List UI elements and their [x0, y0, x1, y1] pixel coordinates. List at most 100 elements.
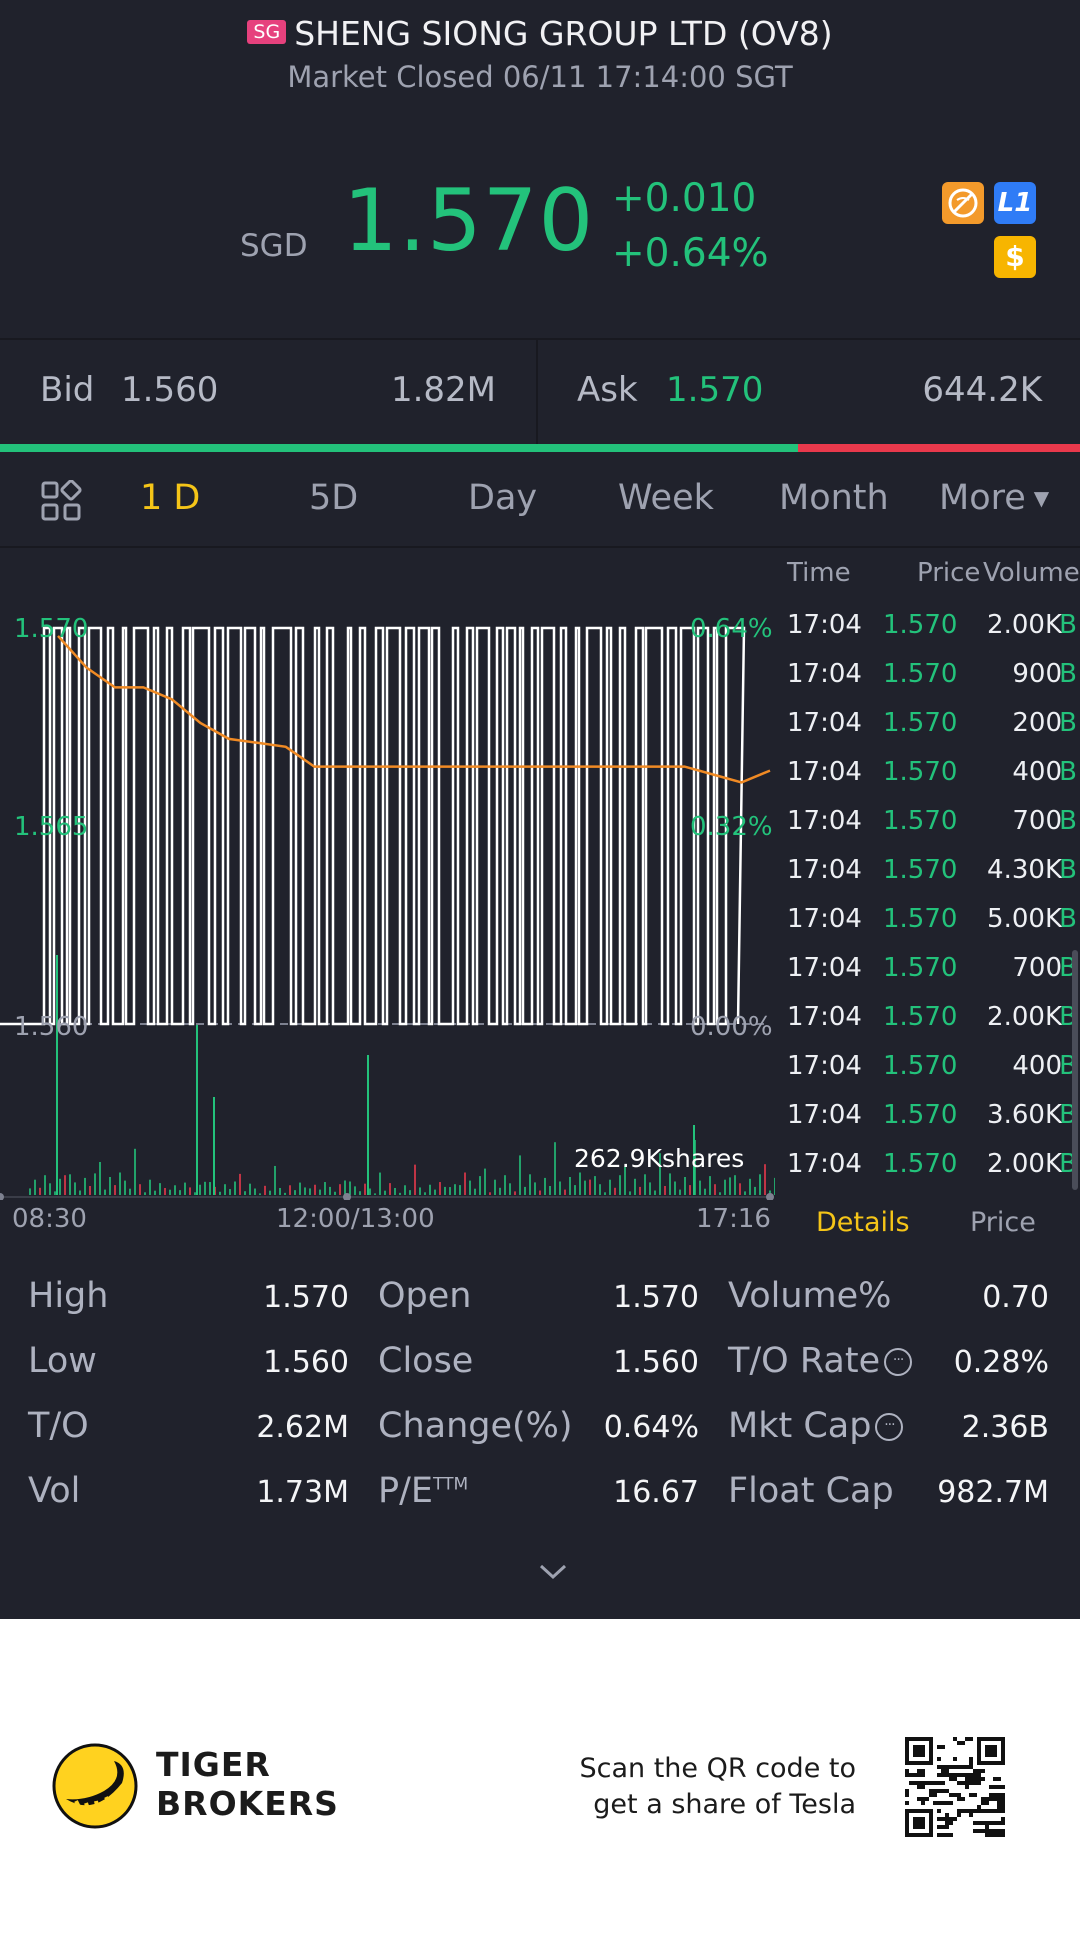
trade-side: B	[1059, 757, 1077, 787]
qr-module	[1001, 1797, 1005, 1801]
bid-ask-panel: Bid 1.560 1.82M Ask 1.570 644.2K	[0, 340, 1080, 446]
qr-module	[905, 1773, 909, 1777]
no-short-icon[interactable]	[942, 182, 984, 224]
layout-grid-icon[interactable]	[40, 479, 82, 522]
qr-module	[905, 1789, 909, 1793]
qr-module	[969, 1809, 973, 1813]
tab-details[interactable]: Details	[816, 1207, 910, 1238]
qr-module	[989, 1821, 993, 1825]
info-icon[interactable]: ···	[875, 1413, 904, 1441]
tab-1d[interactable]: 1 D	[140, 478, 201, 518]
promo-footer: TIGER BROKERS Scan the QR code to get a …	[0, 1619, 1080, 1950]
pe-label-sup: TTM	[433, 1474, 469, 1495]
expand-chevron-icon[interactable]	[536, 1560, 570, 1584]
trade-price: 1.570	[883, 757, 958, 787]
tab-month[interactable]: Month	[779, 478, 889, 518]
trade-price: 1.570	[883, 855, 958, 885]
qr-module	[1001, 1805, 1005, 1809]
trade-time: 17:04	[787, 757, 862, 787]
qr-module	[957, 1781, 961, 1785]
qr-module	[969, 1737, 973, 1741]
qr-module	[917, 1781, 921, 1785]
trade-time: 17:04	[787, 708, 862, 738]
qr-module	[961, 1797, 965, 1801]
intraday-chart[interactable]: 1.570 1.565 1.560 0.64% 0.32% 0.00% 262.…	[0, 550, 776, 1234]
qr-module	[985, 1797, 989, 1801]
tab-price[interactable]: Price	[970, 1207, 1036, 1238]
qr-module	[977, 1829, 981, 1833]
trade-row: 17:04 1.570 700 B	[775, 806, 1080, 855]
trade-row: 17:04 1.570 5.00K B	[775, 904, 1080, 953]
info-icon[interactable]: ···	[884, 1348, 913, 1376]
floatcap-label: Float Cap	[728, 1471, 894, 1511]
qr-module	[961, 1765, 965, 1769]
ask-price: 1.570	[666, 370, 764, 410]
trade-side: B	[1059, 610, 1077, 640]
level1-icon[interactable]: L1	[994, 182, 1036, 224]
trade-side: B	[1059, 855, 1077, 885]
qr-module	[921, 1773, 925, 1777]
qr-module	[961, 1781, 965, 1785]
qr-module	[985, 1809, 989, 1813]
trade-time: 17:04	[787, 1002, 862, 1032]
time-and-sales[interactable]: Time Price Volume 17:04 1.570 2.00K B 17:04 1…	[775, 550, 1080, 1200]
open-value: 1.570	[613, 1280, 699, 1315]
qr-module	[941, 1789, 945, 1793]
trade-volume: 400	[1012, 1051, 1062, 1081]
qr-module	[989, 1793, 993, 1797]
qr-module	[949, 1817, 953, 1821]
col-time-header: Time	[787, 558, 851, 588]
qr-module	[945, 1833, 949, 1837]
mktcap-label: Mkt Cap ···	[728, 1406, 904, 1446]
trade-row: 17:04 1.570 3.60K B	[775, 1100, 1080, 1149]
qr-module	[997, 1785, 1001, 1789]
qr-module	[953, 1817, 957, 1821]
tab-more[interactable]: More ▼	[939, 478, 1049, 518]
x-tick: 08:30	[12, 1204, 87, 1234]
trade-row: 17:04 1.570 4.30K B	[775, 855, 1080, 904]
qr-module	[949, 1777, 953, 1781]
trade-price: 1.570	[883, 806, 958, 836]
last-price: 1.570	[343, 171, 595, 271]
dollar-icon[interactable]: $	[994, 236, 1036, 278]
qr-module	[937, 1773, 941, 1777]
tab-week[interactable]: Week	[618, 478, 714, 518]
qr-module	[917, 1797, 921, 1801]
qr-module	[973, 1777, 977, 1781]
qr-module	[937, 1809, 941, 1813]
qr-module	[1001, 1793, 1005, 1797]
qr-module	[949, 1765, 953, 1769]
tab-day[interactable]: Day	[468, 478, 538, 518]
qr-module	[937, 1757, 941, 1761]
qr-module	[973, 1773, 977, 1777]
trade-time: 17:04	[787, 1100, 862, 1130]
qr-module	[945, 1825, 949, 1829]
volume-pct-value: 0.70	[982, 1280, 1049, 1315]
stock-title: SG SHENG SIONG GROUP LTD (OV8)	[0, 14, 1080, 53]
qr-module	[953, 1757, 957, 1761]
qr-module	[977, 1805, 981, 1809]
qr-module	[949, 1773, 953, 1777]
qr-module	[965, 1777, 969, 1781]
qr-module	[973, 1781, 977, 1785]
qr-module	[925, 1781, 929, 1785]
qr-module	[969, 1765, 973, 1769]
qr-module	[997, 1829, 1001, 1833]
y-left-tick: 1.560	[14, 1012, 89, 1042]
y-right-tick: 0.00%	[690, 1012, 773, 1042]
trade-time: 17:04	[787, 1051, 862, 1081]
qr-module	[989, 1829, 993, 1833]
tab-5d[interactable]: 5D	[309, 478, 359, 518]
qr-module	[993, 1829, 997, 1833]
chart-canvas[interactable]	[0, 550, 776, 1201]
brand-line2: BROKERS	[156, 1784, 339, 1823]
qr-module	[921, 1797, 925, 1801]
qr-module	[965, 1737, 969, 1741]
y-right-tick: 0.64%	[690, 614, 773, 644]
qr-module	[925, 1797, 929, 1801]
qr-code[interactable]	[905, 1737, 1005, 1837]
qr-module	[949, 1833, 953, 1837]
qr-module	[909, 1781, 913, 1785]
price-change: +0.010	[612, 176, 757, 221]
scrollbar[interactable]	[1072, 950, 1078, 1190]
